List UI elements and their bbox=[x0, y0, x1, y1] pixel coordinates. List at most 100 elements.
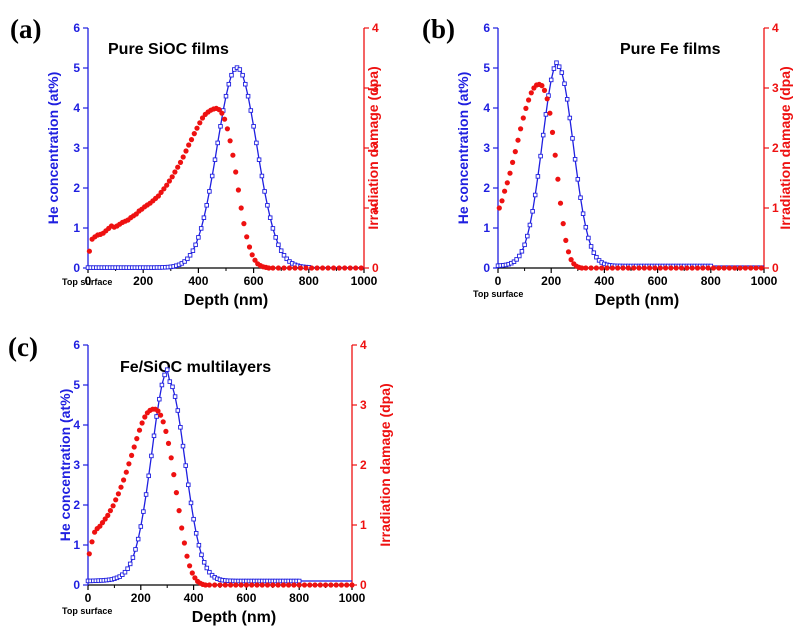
chart1-irradiation-damage-point bbox=[668, 265, 674, 271]
chart0-he-concentration-point bbox=[243, 81, 248, 87]
chart1-he-concentration-point bbox=[572, 157, 578, 162]
chart2-irradiation-damage-point bbox=[163, 428, 169, 434]
chart1-left-tick-label: 2 bbox=[483, 181, 490, 195]
chart2-irradiation-damage-point bbox=[307, 582, 313, 588]
chart1-irradiation-damage-point bbox=[710, 265, 717, 271]
chart2-irradiation-damage-point bbox=[212, 582, 218, 588]
chart1-he-concentration-point bbox=[554, 60, 559, 65]
chart0-right-tick-label: 4 bbox=[372, 21, 379, 35]
chart0-irradiation-damage-point bbox=[164, 182, 170, 188]
chart2-he-concentration-point bbox=[127, 561, 133, 567]
chart1-irradiation-damage-point bbox=[568, 257, 574, 263]
chart2-he-concentration-point bbox=[151, 433, 157, 439]
chart0-irradiation-damage-point bbox=[161, 186, 167, 192]
chart0-irradiation-damage-point bbox=[166, 178, 172, 184]
chart0-right-tick-label: 2 bbox=[372, 141, 379, 155]
panel-c-letter: (c) bbox=[8, 332, 38, 362]
chart2-irradiation-damage-point bbox=[192, 575, 198, 581]
chart0-he-concentration-point bbox=[187, 253, 193, 258]
chart2-irradiation-damage-point bbox=[92, 529, 98, 535]
chart0-irradiation-damage-point bbox=[235, 187, 241, 193]
chart0-he-concentration-point bbox=[198, 226, 204, 231]
chart2-right-tick-label: 1 bbox=[360, 518, 367, 532]
chart1-irradiation-damage-point bbox=[565, 249, 572, 255]
chart2-irradiation-damage-point bbox=[181, 540, 187, 546]
chart0-he-concentration-point bbox=[267, 215, 273, 220]
chart0-irradiation-damage-point bbox=[197, 120, 203, 126]
chart2-he-concentration-point bbox=[183, 463, 188, 468]
chart1-irradiation-damage-point bbox=[673, 265, 679, 271]
chart0-he-concentration-point bbox=[237, 67, 243, 72]
chart0-irradiation-damage-point bbox=[230, 152, 236, 158]
panel-c-ylabel-right: Irradiation damage (dpa) bbox=[377, 383, 393, 546]
chart2-irradiation-damage-point bbox=[139, 420, 145, 426]
chart0-irradiation-damage-point bbox=[303, 265, 309, 271]
chart1-right-tick-label: 3 bbox=[772, 81, 779, 95]
chart0-he-concentration-point bbox=[201, 215, 207, 220]
panel-b-title: Pure Fe films bbox=[620, 41, 721, 58]
chart1-irradiation-damage-point bbox=[689, 265, 695, 271]
chart2-x-tick-label: 1000 bbox=[339, 591, 366, 605]
chart1-he-concentration-point bbox=[578, 195, 583, 200]
chart0-irradiation-damage-point bbox=[86, 248, 92, 254]
chart2-irradiation-damage-point bbox=[228, 582, 234, 588]
chart2-irradiation-damage-point bbox=[179, 525, 185, 531]
chart2-he-concentration-point bbox=[141, 509, 146, 514]
chart0-irradiation-damage-point bbox=[241, 221, 247, 227]
chart1-irradiation-damage-point bbox=[641, 265, 647, 271]
chart1-x-tick-label: 800 bbox=[701, 274, 721, 288]
chart0-he-concentration-point bbox=[190, 248, 196, 253]
panel-a-top-surface-label: Top surface bbox=[62, 277, 112, 287]
chart2-x-tick-label: 0 bbox=[85, 591, 92, 605]
panel-c: (c) Fe/SiOC multilayers He concentration… bbox=[8, 332, 393, 626]
chart0-he-concentration-point bbox=[265, 203, 270, 208]
panel-b-xlabel: Depth (nm) bbox=[595, 292, 679, 309]
chart2-irradiation-damage-point bbox=[280, 582, 286, 588]
chart0-irradiation-damage-point bbox=[286, 265, 293, 271]
chart2-he-concentration-point bbox=[164, 367, 170, 372]
chart2-irradiation-damage-point bbox=[296, 582, 302, 588]
chart1-irradiation-damage-point bbox=[544, 96, 550, 102]
chart2-he-concentration-point bbox=[157, 396, 162, 402]
chart0-he-concentration-point bbox=[229, 72, 234, 78]
chart2-he-concentration-point bbox=[130, 555, 136, 560]
chart2-he-concentration-point bbox=[170, 384, 175, 390]
chart1-irradiation-damage-point bbox=[593, 265, 600, 271]
chart1-he-concentration-point bbox=[525, 233, 530, 239]
chart0-irradiation-damage-point bbox=[309, 265, 315, 271]
chart0-x-tick-label: 0 bbox=[85, 274, 92, 288]
chart2-irradiation-damage-point bbox=[99, 520, 106, 526]
chart1-he-concentration-point bbox=[530, 209, 535, 214]
chart1-irradiation-damage-point bbox=[526, 97, 532, 103]
chart0-irradiation-damage-point bbox=[347, 265, 353, 271]
chart1-irradiation-damage-point bbox=[507, 170, 513, 176]
chart0-irradiation-damage-point bbox=[297, 265, 304, 271]
chart2-right-tick-label: 0 bbox=[360, 578, 367, 592]
chart0-irradiation-damage-point bbox=[219, 110, 225, 116]
chart0-irradiation-damage-point bbox=[238, 205, 244, 211]
chart2-x-tick-label: 400 bbox=[184, 591, 204, 605]
chart0-x-tick-label: 1000 bbox=[351, 274, 378, 288]
chart1-left-tick-label: 4 bbox=[483, 101, 490, 115]
chart0-irradiation-damage-point bbox=[252, 257, 258, 263]
chart2-he-concentration-point bbox=[122, 569, 128, 575]
chart0-left-tick-label: 1 bbox=[73, 221, 80, 235]
chart2-irradiation-damage-point bbox=[323, 582, 329, 588]
chart1-irradiation-damage-point bbox=[663, 265, 669, 271]
chart2-irradiation-damage-point bbox=[136, 427, 143, 433]
chart1-irradiation-damage-point bbox=[721, 265, 727, 271]
chart1-x-tick-label: 600 bbox=[648, 274, 668, 288]
chart0-irradiation-damage-point bbox=[191, 131, 197, 137]
chart1-irradiation-damage-point bbox=[657, 265, 663, 271]
chart0-he-concentration-point bbox=[273, 235, 278, 240]
chart0-he-concentration-point bbox=[193, 242, 198, 248]
panel-a: (a) Pure SiOC films He concentration (at… bbox=[10, 14, 381, 309]
chart0-irradiation-damage-point bbox=[320, 265, 326, 271]
chart2-left-tick-label: 1 bbox=[73, 538, 80, 552]
chart1-irradiation-damage-point bbox=[547, 110, 553, 116]
chart2-irradiation-damage-point bbox=[184, 553, 190, 559]
chart1-he-concentration-point bbox=[580, 211, 586, 216]
